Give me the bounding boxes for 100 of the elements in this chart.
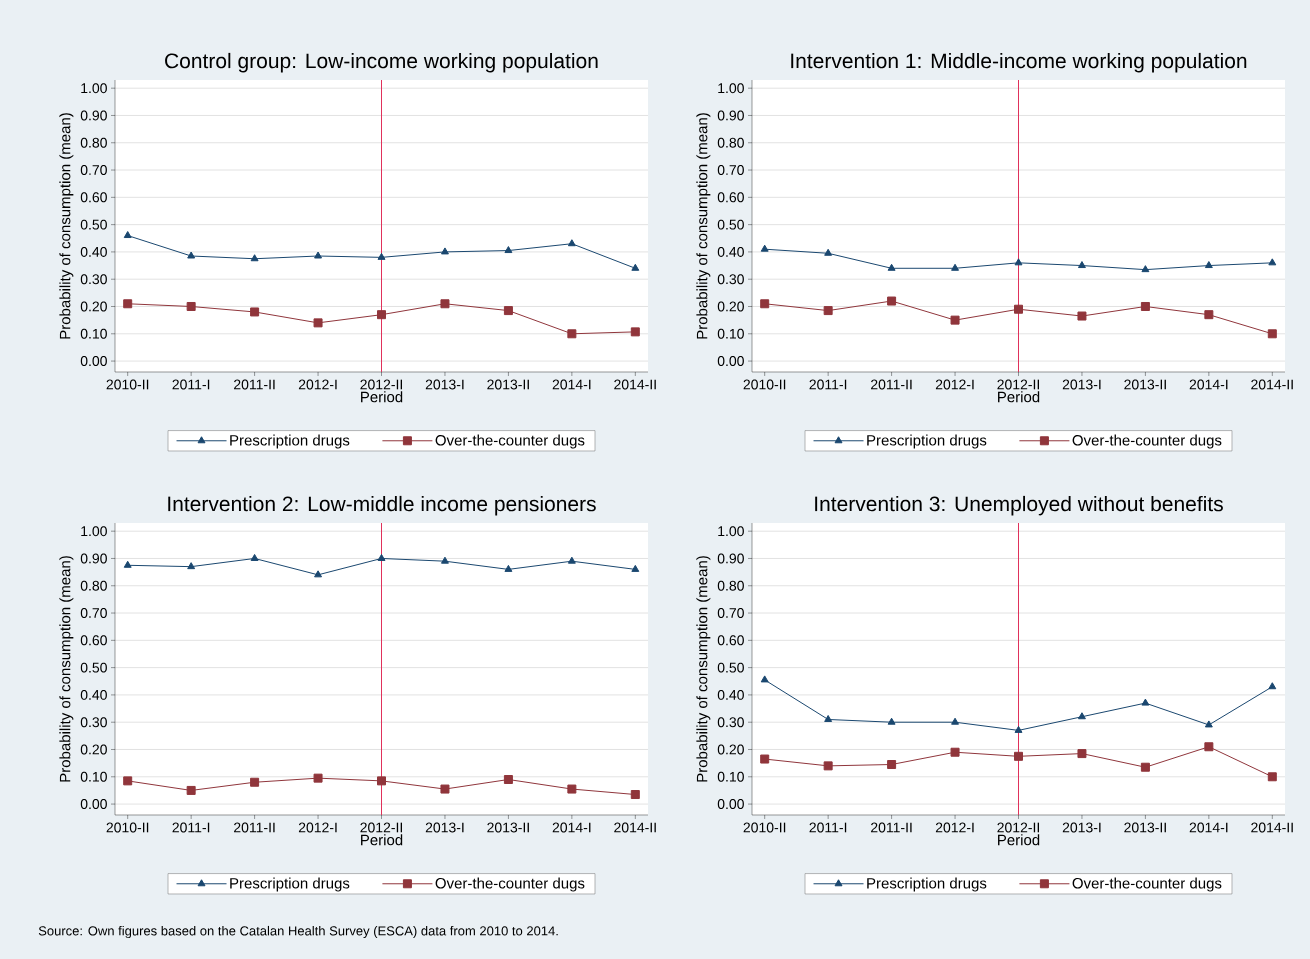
y-tick-label: 0.00 xyxy=(717,799,744,810)
point xyxy=(1140,762,1150,772)
point xyxy=(824,714,833,722)
legend-label: Prescription drugs xyxy=(230,434,350,449)
point xyxy=(887,263,896,271)
point xyxy=(760,754,770,764)
point xyxy=(823,306,833,316)
point xyxy=(760,244,769,252)
point xyxy=(1014,258,1023,266)
point xyxy=(503,306,513,316)
point xyxy=(186,785,196,795)
y-tick-label: 0.90 xyxy=(80,553,107,564)
point xyxy=(441,556,449,564)
x-tick-label: 2012-II xyxy=(997,822,1039,833)
point xyxy=(631,263,640,271)
point xyxy=(1077,261,1086,269)
y-tick-label: 0.80 xyxy=(717,580,744,591)
point xyxy=(1204,742,1214,752)
y-tick-label: 0.30 xyxy=(717,274,744,285)
x-tick-label: 2011-I xyxy=(172,379,210,390)
x-tick-label: 2012-I xyxy=(298,822,337,833)
x-tick-label: 2012-I xyxy=(935,822,974,833)
x-axis-title: Period xyxy=(361,391,403,403)
point xyxy=(1014,751,1023,761)
x-tick-label: 2011-I xyxy=(809,822,847,833)
y-tick-label: 0.20 xyxy=(80,301,107,312)
x-tick-label: 2011-II xyxy=(871,379,912,390)
y-tick-label: 0.60 xyxy=(80,192,107,203)
legend-label: Over-the-counter dugs xyxy=(435,434,585,449)
legend-label: Over-the-counter dugs xyxy=(1072,877,1222,892)
y-tick-label: 0.00 xyxy=(80,356,107,367)
x-tick-label: 2013-I xyxy=(425,822,464,833)
y-tick-label: 1.00 xyxy=(81,526,107,537)
point xyxy=(313,773,323,783)
point xyxy=(887,296,897,306)
x-tick-label: 2013-I xyxy=(1062,379,1101,390)
point xyxy=(1267,329,1277,339)
y-tick-label: 0.10 xyxy=(80,771,107,782)
x-tick-label: 2013-II xyxy=(1124,822,1166,833)
point xyxy=(887,717,896,725)
y-axis-title: Probability of consumption (mean) xyxy=(59,556,74,782)
point xyxy=(1141,698,1150,706)
point xyxy=(887,760,897,769)
y-axis-title: Probability of consumption (mean) xyxy=(59,113,74,339)
point xyxy=(1141,265,1150,273)
x-tick-label: 2013-I xyxy=(1062,822,1101,833)
point xyxy=(187,562,196,570)
x-tick-label: 2013-II xyxy=(487,379,529,390)
chart-title: Intervention 1: Middle-income working population xyxy=(791,52,1247,73)
point xyxy=(567,329,577,339)
x-tick-label: 2011-I xyxy=(809,379,847,390)
point xyxy=(630,790,640,800)
y-tick-label: 0.40 xyxy=(717,689,744,700)
x-tick-label: 2013-II xyxy=(1124,379,1166,390)
legend-label: Prescription drugs xyxy=(867,877,987,892)
point xyxy=(250,777,260,787)
y-tick-label: 1.00 xyxy=(718,526,744,537)
y-tick-label: 0.10 xyxy=(717,771,744,782)
point xyxy=(1204,261,1213,269)
chart-title: Intervention 3: Unemployed without benefits xyxy=(815,495,1223,516)
y-tick-label: 0.40 xyxy=(80,246,107,257)
x-tick-label: 2011-I xyxy=(172,822,210,833)
x-tick-label: 2012-II xyxy=(360,822,403,833)
point xyxy=(186,302,196,311)
point xyxy=(123,299,133,309)
x-tick-label: 2014-II xyxy=(1251,379,1293,390)
point xyxy=(504,246,513,254)
y-tick-label: 0.20 xyxy=(80,744,107,755)
point xyxy=(631,564,640,572)
point xyxy=(250,254,259,262)
point xyxy=(567,239,576,247)
point xyxy=(567,556,576,564)
x-tick-label: 2014-I xyxy=(1189,822,1228,833)
point xyxy=(823,761,833,771)
point xyxy=(1077,311,1087,321)
y-tick-label: 0.50 xyxy=(80,662,107,673)
y-tick-label: 0.80 xyxy=(80,137,107,148)
point xyxy=(441,247,449,255)
point xyxy=(377,252,386,260)
y-tick-label: 0.70 xyxy=(80,608,107,618)
x-tick-label: 2014-I xyxy=(1189,379,1228,390)
y-axis-title: Probability of consumption (mean) xyxy=(696,556,711,782)
x-axis-title: Period xyxy=(998,834,1040,846)
y-tick-label: 0.60 xyxy=(717,192,744,203)
point xyxy=(1077,712,1086,720)
point xyxy=(123,776,133,786)
source-note: Source: Own figures based on the Catalan Health Survey (ESCA) data from 2010 to 2014. xyxy=(38,925,558,939)
point xyxy=(250,307,260,317)
y-axis-title: Probability of consumption (mean) xyxy=(696,113,711,339)
y-tick-label: 1.00 xyxy=(718,83,744,94)
point xyxy=(123,231,132,239)
x-tick-label: 2012-II xyxy=(997,379,1039,390)
y-tick-label: 0.80 xyxy=(717,137,744,148)
x-tick-label: 2013-I xyxy=(425,379,464,390)
point xyxy=(1268,682,1277,690)
point xyxy=(503,775,513,785)
point xyxy=(1204,310,1214,320)
point xyxy=(950,747,960,757)
x-tick-label: 2014-II xyxy=(1251,822,1293,833)
point xyxy=(377,553,386,561)
